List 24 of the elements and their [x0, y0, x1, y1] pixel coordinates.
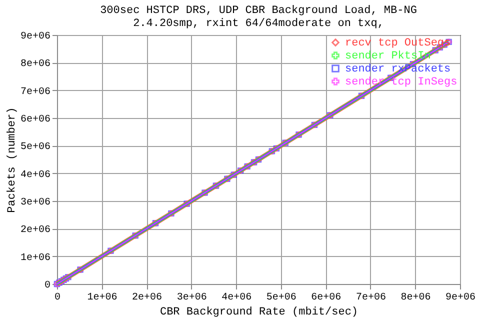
y-tick-label: 5e+06 [20, 142, 50, 154]
y-tick-label: 0 [44, 280, 50, 292]
x-axis-title: CBR Background Rate (mbit/sec) [160, 306, 358, 318]
y-tick-label: 1e+06 [20, 252, 50, 264]
y-tick-label: 8e+06 [20, 59, 50, 70]
y-tick-label: 6e+06 [20, 114, 50, 126]
x-tick-label: 7e+06 [356, 292, 386, 304]
x-tick-label: 0 [54, 292, 61, 304]
x-tick-label: 2e+06 [132, 292, 162, 304]
y-tick-label: 4e+06 [20, 170, 50, 181]
y-tick-label: 2e+06 [20, 225, 50, 236]
x-tick-label: 3e+06 [176, 292, 207, 304]
y-tick-label: 7e+06 [20, 86, 50, 98]
text: 2.4.20smp, rxint 64/64moderate on txq, [133, 18, 384, 30]
text: 300sec HSTCP DRS, UDP CBR Background Load, MB-NG [100, 5, 417, 17]
x-tick-label: 6e+06 [311, 292, 342, 304]
x-tick-label: 9e+06 [445, 292, 476, 304]
x-tick-label: 4e+06 [222, 292, 252, 304]
y-axis-title: Packets (number) [6, 107, 18, 213]
x-tick-label: 5e+06 [266, 292, 296, 304]
x-tick-label: 1e+06 [87, 292, 118, 304]
x-tick-label: 8e+06 [400, 292, 431, 304]
y-tick-label: 9e+06 [20, 32, 50, 42]
y-tick-label: 3e+06 [20, 198, 50, 208]
